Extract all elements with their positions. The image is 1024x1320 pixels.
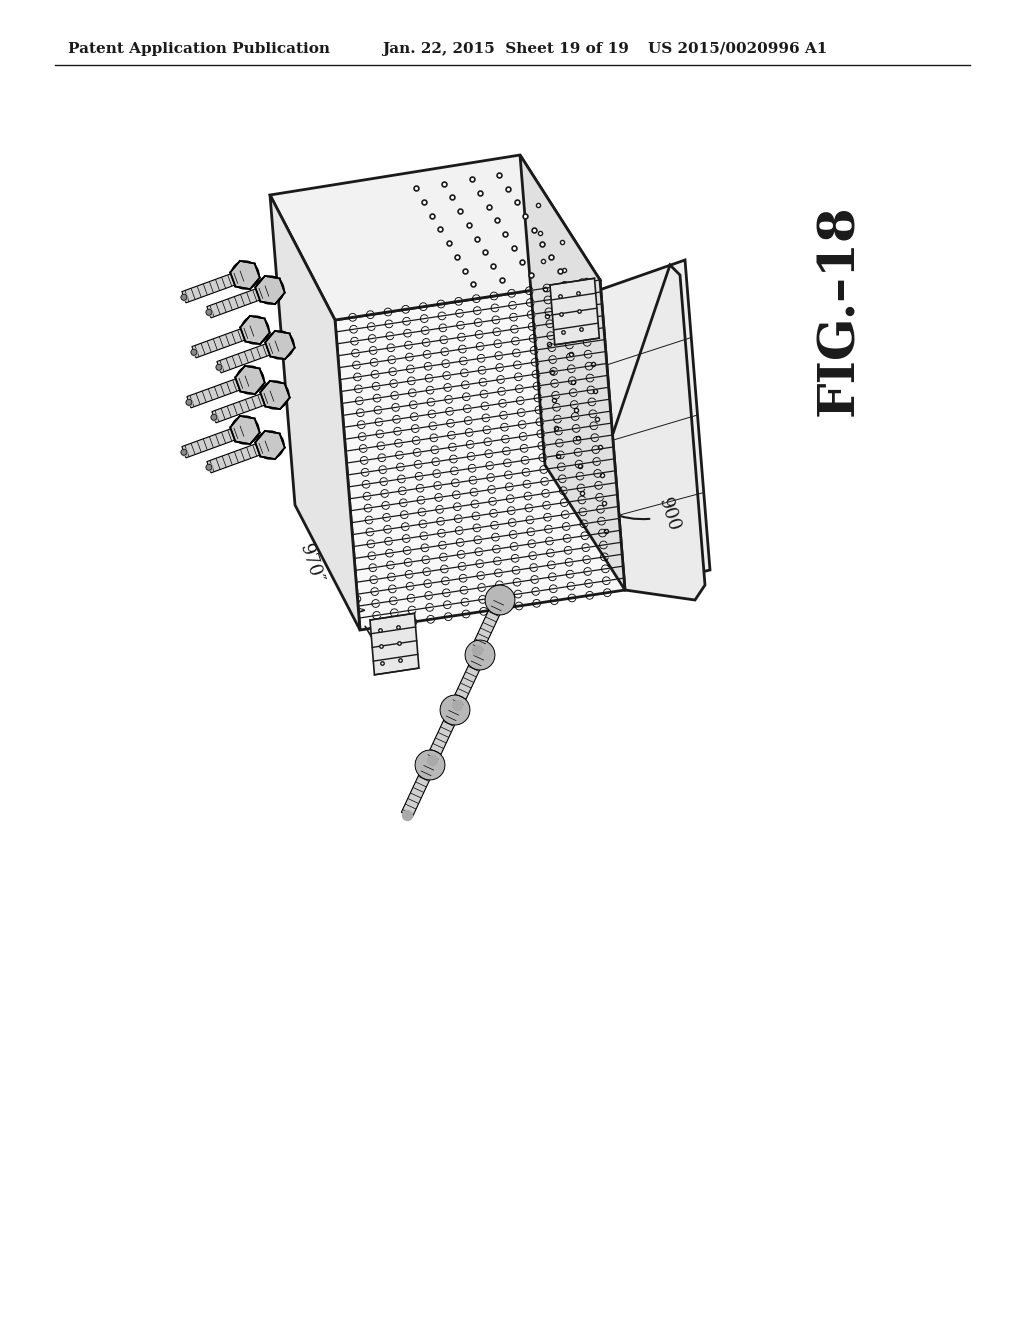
Polygon shape <box>444 698 466 722</box>
Polygon shape <box>585 260 710 590</box>
Text: 904: 904 <box>337 583 384 657</box>
Polygon shape <box>207 440 272 473</box>
Polygon shape <box>426 708 461 763</box>
Polygon shape <box>240 370 260 389</box>
Circle shape <box>190 350 197 355</box>
Polygon shape <box>241 315 269 345</box>
Polygon shape <box>370 614 419 675</box>
Polygon shape <box>261 381 289 409</box>
Polygon shape <box>207 284 272 318</box>
Text: FIG.–18: FIG.–18 <box>815 205 864 416</box>
Polygon shape <box>265 331 295 359</box>
Polygon shape <box>401 763 435 817</box>
Polygon shape <box>465 640 495 671</box>
Polygon shape <box>256 432 284 459</box>
Polygon shape <box>260 436 280 455</box>
Text: 900: 900 <box>609 496 683 535</box>
Polygon shape <box>182 424 247 458</box>
Text: Jan. 22, 2015  Sheet 19 of 19: Jan. 22, 2015 Sheet 19 of 19 <box>382 42 629 55</box>
Polygon shape <box>256 276 284 304</box>
Polygon shape <box>186 375 252 408</box>
Polygon shape <box>236 366 264 393</box>
Polygon shape <box>231 261 259 289</box>
Polygon shape <box>612 265 705 601</box>
Polygon shape <box>270 195 360 630</box>
Polygon shape <box>415 750 445 780</box>
Polygon shape <box>270 335 290 355</box>
Polygon shape <box>212 389 278 422</box>
Circle shape <box>206 309 212 315</box>
Circle shape <box>181 294 187 300</box>
Polygon shape <box>260 381 290 409</box>
Polygon shape <box>270 154 600 319</box>
Circle shape <box>186 399 191 405</box>
Polygon shape <box>520 154 625 590</box>
Polygon shape <box>469 643 490 667</box>
Polygon shape <box>236 366 265 395</box>
Polygon shape <box>452 652 485 708</box>
Text: US 2015/0020996 A1: US 2015/0020996 A1 <box>648 42 827 55</box>
Text: 902: 902 <box>493 246 567 284</box>
Polygon shape <box>265 385 285 405</box>
Circle shape <box>181 449 187 455</box>
Polygon shape <box>217 339 282 372</box>
Polygon shape <box>255 276 285 304</box>
Polygon shape <box>182 269 247 302</box>
Polygon shape <box>231 416 259 444</box>
Polygon shape <box>234 420 255 440</box>
Polygon shape <box>245 319 265 341</box>
Polygon shape <box>419 752 441 777</box>
Polygon shape <box>230 261 260 289</box>
Polygon shape <box>471 598 506 652</box>
Polygon shape <box>241 315 269 345</box>
Circle shape <box>211 414 217 420</box>
Polygon shape <box>260 280 280 300</box>
Polygon shape <box>234 265 255 285</box>
Polygon shape <box>440 696 470 725</box>
Polygon shape <box>550 279 599 345</box>
Polygon shape <box>230 416 260 444</box>
Circle shape <box>206 465 212 470</box>
Polygon shape <box>191 325 257 358</box>
Text: 970″: 970″ <box>296 541 326 586</box>
Polygon shape <box>489 587 511 612</box>
Circle shape <box>216 364 222 370</box>
Text: 970’: 970’ <box>553 411 583 455</box>
Polygon shape <box>485 585 515 615</box>
Polygon shape <box>266 331 294 359</box>
Text: Patent Application Publication: Patent Application Publication <box>68 42 330 55</box>
Polygon shape <box>335 280 625 630</box>
Polygon shape <box>255 430 285 459</box>
